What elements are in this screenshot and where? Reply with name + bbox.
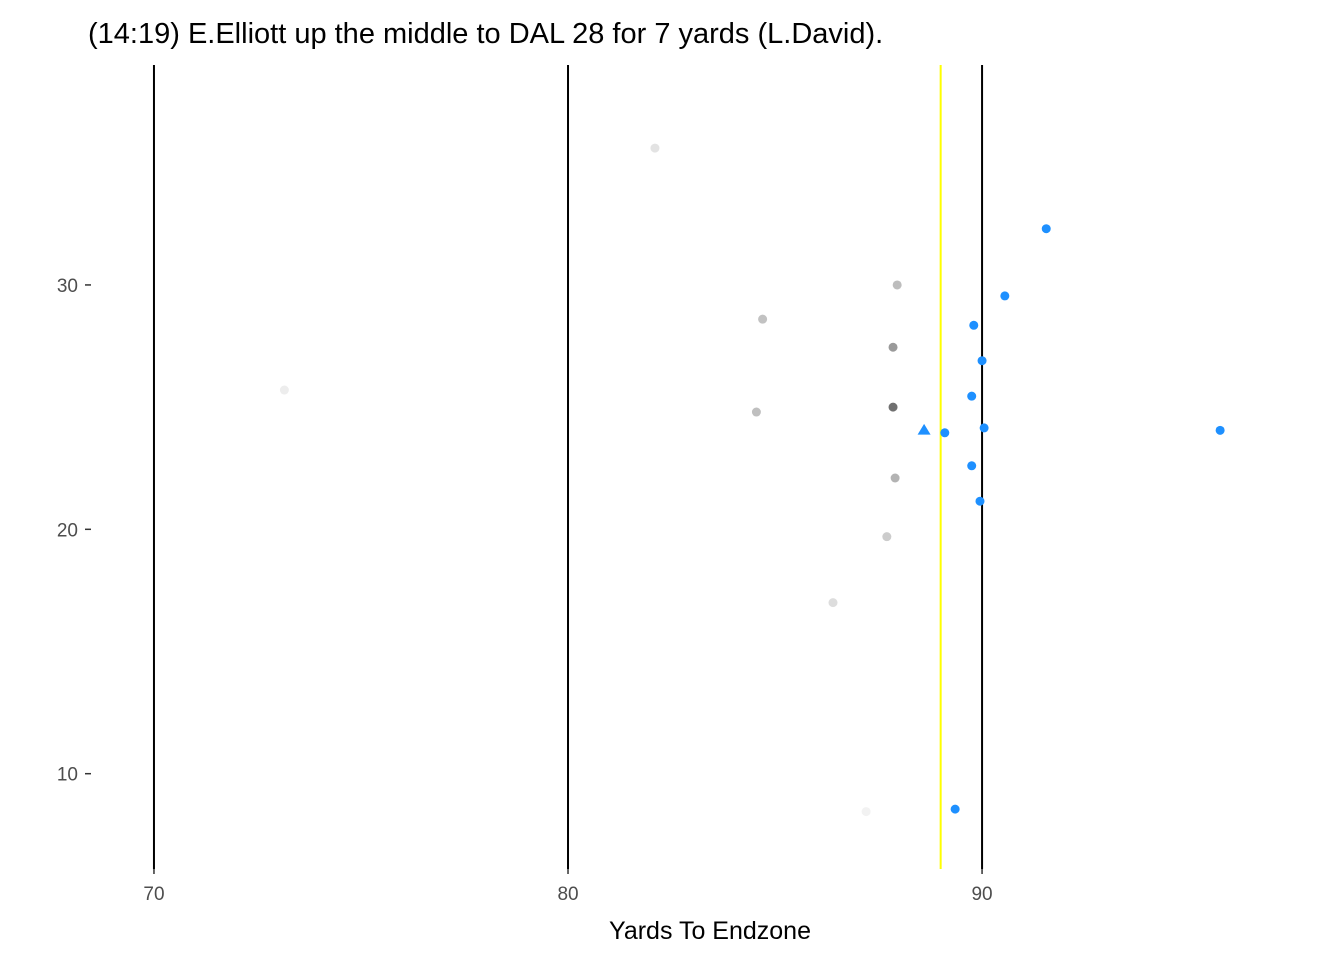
- offense-player-point: [940, 428, 950, 438]
- offense-player-point: [977, 356, 987, 366]
- x-axis-title: Yards To Endzone: [609, 917, 811, 945]
- defense-player-point: [758, 314, 768, 324]
- reference-lines: [152, 65, 984, 869]
- y-tick-label: 30: [57, 276, 78, 297]
- offense-player-point: [967, 461, 977, 471]
- defense-player-point: [888, 402, 898, 412]
- offense-player-point: [1000, 291, 1010, 301]
- defense-player-point: [890, 473, 900, 483]
- x-axis: 70 80 90: [143, 869, 993, 905]
- defense-player-point: [650, 143, 660, 153]
- offense-player-point: [950, 804, 960, 814]
- y-tick-label: 20: [57, 520, 78, 541]
- defense-player-point: [751, 407, 761, 417]
- defense-player-point: [888, 342, 898, 352]
- offense-player-point: [975, 496, 985, 506]
- x-tick-label: 90: [971, 884, 992, 905]
- y-axis: 10 20 30: [57, 276, 91, 786]
- y-tick-label: 10: [57, 765, 78, 786]
- chart-title: (14:19) E.Elliott up the middle to DAL 2…: [88, 18, 883, 50]
- offense-player-point: [969, 320, 979, 330]
- ball-carrier-marker: [917, 423, 931, 435]
- x-tick-label: 80: [557, 884, 578, 905]
- defense-player-point: [828, 598, 838, 608]
- offense-player-point: [1215, 425, 1225, 435]
- offense-player-point: [1041, 224, 1051, 234]
- offense-player-point: [979, 423, 989, 433]
- x-tick-label: 70: [143, 884, 164, 905]
- defense-player-point: [892, 280, 902, 290]
- defense-player-point: [882, 532, 892, 542]
- defense-player-point: [861, 807, 871, 817]
- offense-player-point: [967, 391, 977, 401]
- defense-player-point: [279, 385, 289, 395]
- data-points: [279, 143, 1225, 817]
